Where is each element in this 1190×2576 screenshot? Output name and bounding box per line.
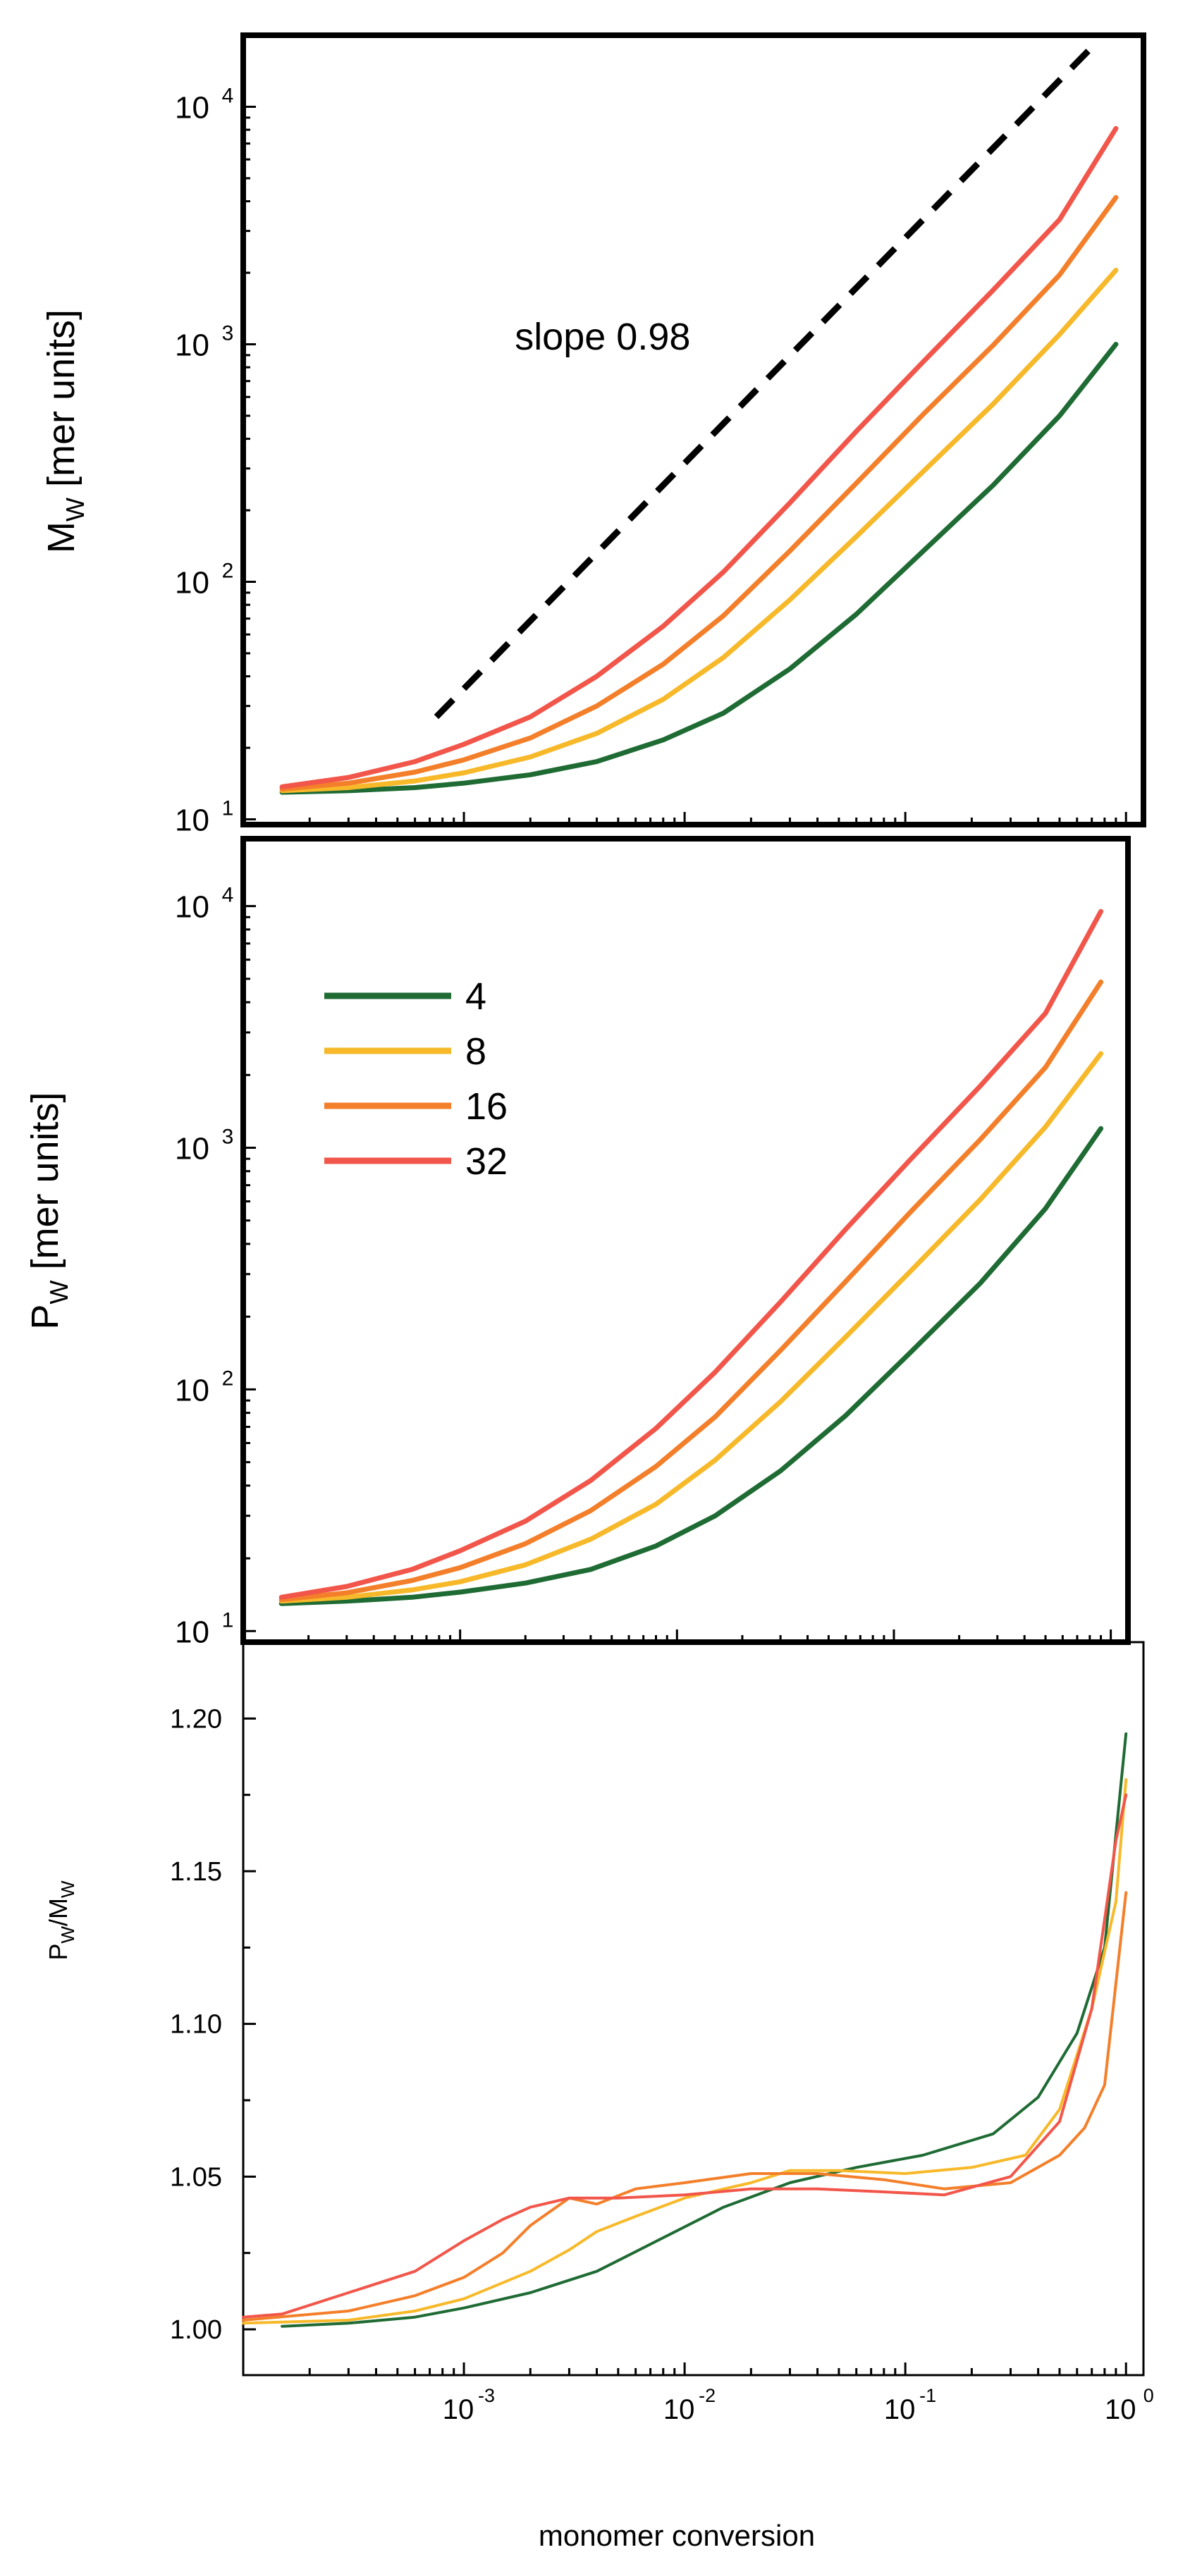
y-tick-label: 1.15 xyxy=(170,1857,222,1887)
panel-mw-frame xyxy=(240,32,1146,827)
x-tick-label: 10 xyxy=(1105,2394,1136,2425)
legend-label-4: 4 xyxy=(465,975,486,1018)
series-line-4 xyxy=(281,1732,1128,2328)
series-line-16 xyxy=(242,1891,1128,2322)
panel-ratio-ylabel-rest: /M xyxy=(44,1898,73,1926)
x-tick-label-exponent: -3 xyxy=(478,2385,495,2406)
y-tick-label-exponent: 4 xyxy=(222,84,234,107)
y-tick-label-base: 10 xyxy=(175,90,209,125)
panel-ratio-ticks xyxy=(242,1641,1127,2375)
panel-mw-annotations: slope 0.98 xyxy=(434,38,1101,720)
y-tick-label: 10 xyxy=(175,328,209,362)
series-line-4 xyxy=(278,1126,1104,1606)
series-line-16 xyxy=(278,979,1104,1603)
panel-pw-series xyxy=(278,908,1104,1606)
panel-mw-series xyxy=(279,125,1119,795)
panel-pw-ylabel: PW [mer units] xyxy=(24,1092,73,1329)
y-tick-label: 10 xyxy=(175,803,209,837)
y-tick-label-base: 10 xyxy=(175,803,209,837)
y-tick-label: 1.20 xyxy=(170,1704,222,1734)
y-tick-label-base: 10 xyxy=(175,565,209,600)
x-tick-label-exponent: -2 xyxy=(699,2385,716,2406)
y-tick-label: 10 xyxy=(175,565,209,600)
y-tick-label: 1.10 xyxy=(170,2010,222,2040)
panel-pw-ylabel-main: P xyxy=(24,1305,66,1330)
y-tick-label-exponent: 1 xyxy=(222,1608,234,1632)
series-line-32 xyxy=(278,908,1104,1600)
y-tick-label-exponent: 4 xyxy=(222,884,234,907)
series-line-8 xyxy=(279,267,1119,794)
y-tick-label: 10 xyxy=(175,1615,209,1649)
y-tick-label: 10 xyxy=(175,90,209,125)
x-tick-labels: 10 -3 10 -2 10 -1 10 0 xyxy=(443,2385,1154,2425)
y-tick-label: 10 xyxy=(175,1373,209,1407)
series-line-32 xyxy=(242,1793,1128,2319)
y-tick-label-base: 10 xyxy=(175,1131,209,1166)
panel-ratio-ylabel-sub: W xyxy=(57,1926,78,1944)
y-tick-label-base: 10 xyxy=(175,1615,209,1649)
panel-mw: 10 1 10 2 10 3 10 4 slope 0.98 MW [mer units] xyxy=(40,32,1146,837)
panel-mw-ytick-labels: 10 1 10 2 10 3 10 4 xyxy=(175,84,233,837)
series-line-8 xyxy=(278,1051,1104,1604)
panel-ratio-ytick-labels: 1.00 1.05 1.10 1.15 1.20 xyxy=(170,1704,222,2345)
y-tick-label-exponent: 1 xyxy=(222,796,234,820)
x-tick-label: 10 xyxy=(443,2394,474,2425)
series-line-32 xyxy=(279,125,1119,789)
panel-mw-ticks xyxy=(242,34,1127,825)
panel-ratio-frame xyxy=(242,1641,1145,2377)
y-tick-label-exponent: 2 xyxy=(222,1367,234,1390)
series-line-8 xyxy=(242,1778,1128,2325)
panel-ratio-series xyxy=(242,1732,1128,2328)
series-line-16 xyxy=(279,195,1119,792)
panel-mw-ylabel-rest: [mer units] xyxy=(40,309,82,498)
y-tick-label-exponent: 2 xyxy=(222,559,234,582)
panel-mw-ylabel: MW [mer units] xyxy=(40,309,90,553)
y-tick-label: 10 xyxy=(175,890,209,925)
panel-ratio: 1.001.051.101.151.20 PW/MW 10 -3 10 -2 10 -1 1… xyxy=(44,1641,1154,2552)
x-tick-label-exponent: -1 xyxy=(919,2385,936,2406)
y-tick-label-exponent: 3 xyxy=(222,321,234,345)
panel-ratio-ylabel: PW/MW xyxy=(44,1880,78,1961)
x-tick-label: 10 xyxy=(663,2394,695,2425)
panel-pw-ylabel-rest: [mer units] xyxy=(24,1092,66,1280)
x-tick-label: 10 xyxy=(884,2394,916,2425)
y-tick-label: 1.00 xyxy=(170,2315,222,2345)
y-tick-label: 10 xyxy=(175,1131,209,1166)
panel-ratio-ylabel-main: P xyxy=(44,1944,73,1961)
legend-label-16: 16 xyxy=(465,1085,508,1128)
panel-mw-ylabel-sub: W xyxy=(61,498,90,522)
y-tick-label-base: 10 xyxy=(175,890,209,925)
legend-label-32: 32 xyxy=(465,1140,508,1183)
y-tick-label: 1.05 xyxy=(170,2162,222,2192)
x-tick-label-exponent: 0 xyxy=(1143,2385,1154,2406)
y-tick-label-base: 10 xyxy=(175,1373,209,1407)
legend-label-8: 8 xyxy=(465,1030,486,1073)
panel-mw-ylabel-main: M xyxy=(40,522,82,553)
y-tick-label-base: 10 xyxy=(175,328,209,362)
panel-pw-ytick-labels: 10 1 10 2 10 3 10 4 xyxy=(175,884,233,1650)
panel-pw-ylabel-sub: W xyxy=(44,1281,73,1305)
y-tick-label-exponent: 3 xyxy=(222,1125,234,1148)
panel-ratio-ylabel-sub2: W xyxy=(57,1880,78,1898)
x-axis-title: monomer conversion xyxy=(539,2519,815,2552)
legend: 4 8 16 32 xyxy=(324,975,508,1183)
series-line-4 xyxy=(279,342,1119,795)
slope-annotation: slope 0.98 xyxy=(515,316,690,358)
